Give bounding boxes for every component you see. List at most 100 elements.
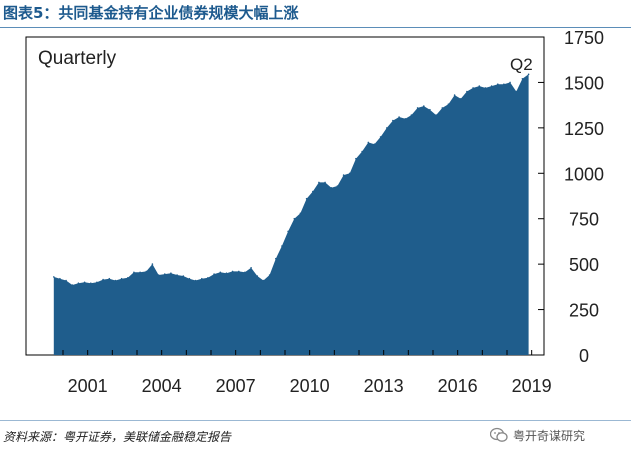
data-point-2015-Q2 (429, 108, 431, 111)
data-point-2019-Q1 (521, 78, 524, 80)
data-point-2018-Q3 (509, 81, 511, 84)
data-point-2001-Q2 (83, 281, 86, 284)
data-point-2012-Q1 (349, 172, 351, 175)
data-point-2011-Q4 (342, 174, 345, 176)
data-point-2006-Q4 (219, 271, 222, 274)
data-point-2004-Q2 (157, 274, 160, 276)
data-point-2002-Q1 (102, 278, 104, 281)
y-tick-label-750: 750 (569, 210, 599, 230)
source-note: 资料来源：粤开证券，美联储金融稳定报告 (3, 430, 232, 444)
x-axis: 2001 2004 2007 2010 2013 2016 2019 (62, 350, 552, 396)
data-point-2001-Q3 (90, 282, 92, 285)
y-tick-label-0: 0 (579, 346, 589, 366)
series-area (53, 74, 529, 356)
data-point-2013-Q2 (379, 136, 382, 138)
data-point-2015-Q4 (441, 107, 444, 109)
data-point-2004-Q1 (151, 263, 154, 265)
data-point-2011-Q3 (336, 185, 339, 187)
data-point-2008-Q2 (256, 275, 259, 277)
annotation-quarterly: Quarterly (38, 48, 117, 69)
y-tick-label-500: 500 (569, 255, 599, 275)
data-point-2006-Q3 (213, 273, 215, 275)
data-point-2004-Q4 (170, 272, 172, 275)
data-point-2009-Q2 (281, 245, 283, 247)
data-point-2007-Q4 (244, 271, 246, 274)
data-point-2013-Q1 (373, 143, 376, 145)
data-point-2013-Q4 (392, 119, 394, 122)
x-tick-label-2001: 2001 (68, 376, 108, 396)
y-tick-label-250: 250 (569, 301, 599, 321)
data-point-2005-Q3 (188, 277, 191, 280)
data-point-2012-Q4 (367, 141, 370, 144)
data-point-2016-Q3 (460, 98, 462, 100)
data-point-2007-Q3 (238, 270, 240, 273)
data-point-2000-Q4 (71, 284, 74, 286)
data-point-2018-Q1 (497, 83, 499, 85)
data-point-2014-Q3 (410, 114, 413, 116)
y-tick-label-1000: 1000 (564, 164, 604, 184)
data-point-2006-Q2 (207, 277, 209, 279)
data-point-2009-Q3 (287, 230, 289, 233)
data-point-2017-Q2 (478, 85, 481, 87)
data-point-2009-Q4 (293, 217, 296, 220)
brand-mark: 粤开奇谋研究 (490, 426, 585, 444)
brand-name: 粤开奇谋研究 (513, 428, 586, 443)
data-point-2015-Q3 (435, 114, 437, 116)
data-point-2012-Q3 (361, 150, 363, 153)
data-point-2016-Q4 (466, 90, 468, 93)
data-point-2003-Q4 (145, 270, 148, 273)
data-point-2002-Q3 (114, 279, 117, 282)
data-point-2008-Q4 (268, 274, 271, 276)
annotation-q2: Q2 (510, 55, 533, 74)
data-point-2003-Q3 (139, 271, 141, 274)
data-point-2016-Q1 (447, 103, 450, 105)
data-point-2010-Q4 (318, 181, 320, 184)
data-point-2000-Q3 (65, 279, 67, 282)
data-point-2007-Q2 (231, 270, 234, 273)
x-tick-label-2010: 2010 (290, 376, 330, 396)
data-point-2014-Q1 (398, 116, 400, 118)
data-point-2017-Q3 (484, 87, 487, 89)
data-point-2008-Q3 (262, 279, 265, 282)
data-point-2008-Q1 (250, 267, 252, 269)
data-point-2001-Q1 (77, 282, 80, 285)
x-tick-label-2016: 2016 (438, 376, 478, 396)
data-point-2003-Q2 (133, 271, 135, 274)
x-tick-label-2013: 2013 (364, 376, 404, 396)
data-point-2010-Q2 (305, 197, 308, 200)
data-point-2001-Q4 (96, 281, 98, 284)
data-point-2002-Q2 (108, 277, 111, 280)
data-point-2012-Q2 (355, 157, 357, 160)
data-point-2004-Q3 (164, 273, 166, 275)
data-point-2007-Q1 (225, 272, 228, 275)
footer-rule (0, 420, 631, 421)
data-point-2005-Q2 (182, 275, 185, 277)
wechat-icon (490, 427, 508, 442)
y-axis: 0 250 500 750 1000 1250 1500 1750 (538, 28, 604, 366)
x-tick-label-2019: 2019 (512, 376, 552, 396)
data-point-2005-Q4 (194, 279, 197, 282)
data-point-2002-Q4 (120, 277, 123, 280)
data-point-2006-Q1 (201, 277, 203, 280)
y-tick-label-1250: 1250 (564, 119, 604, 139)
data-point-2015-Q1 (423, 105, 425, 107)
data-point-2017-Q1 (472, 87, 474, 89)
data-point-2016-Q2 (453, 94, 456, 96)
data-point-2005-Q1 (176, 274, 178, 276)
data-point-2003-Q1 (127, 277, 129, 279)
x-tick-label-2007: 2007 (216, 376, 256, 396)
data-point-2014-Q4 (416, 107, 419, 109)
title-rule (0, 27, 631, 28)
y-tick-label-1500: 1500 (564, 73, 604, 93)
y-tick-label-1750: 1750 (564, 28, 604, 48)
data-point-2018-Q2 (503, 83, 505, 85)
x-tick-label-2004: 2004 (142, 376, 182, 396)
data-point-2010-Q1 (299, 212, 302, 215)
data-point-2019-Q2 (527, 73, 530, 76)
data-point-2011-Q2 (330, 187, 333, 189)
data-point-2014-Q2 (404, 118, 407, 120)
data-point-2000-Q1 (53, 276, 55, 278)
data-point-2000-Q2 (59, 277, 61, 280)
figure-title: 图表5：共同基金持有企业债券规模大幅上涨 (3, 4, 299, 22)
area-layer (53, 73, 530, 356)
